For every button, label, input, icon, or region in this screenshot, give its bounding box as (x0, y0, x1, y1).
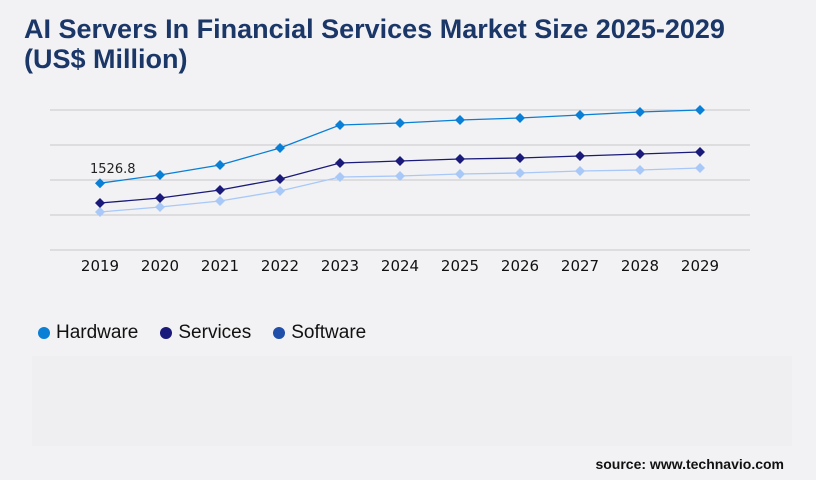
data-point-software (695, 163, 705, 174)
data-point-software (515, 168, 525, 178)
data-point-services (575, 150, 585, 161)
data-point-hardware (335, 120, 345, 131)
data-point-software (95, 206, 105, 217)
x-tick-label: 2028 (621, 257, 659, 275)
x-tick-label: 2024 (381, 257, 419, 275)
legend: Hardware Services Software (38, 322, 366, 344)
data-point-services (455, 154, 465, 164)
x-tick-label: 2029 (681, 257, 719, 275)
legend-item-services: Services (160, 322, 251, 344)
x-tick-label: 2022 (261, 257, 299, 275)
x-tick-label: 2026 (501, 257, 539, 275)
data-point-services (395, 156, 405, 167)
x-tick-label: 2020 (141, 257, 179, 275)
legend-marker-icon (38, 327, 50, 339)
data-point-services (635, 149, 645, 160)
data-point-hardware (515, 113, 525, 124)
data-point-hardware (395, 117, 405, 128)
data-point-hardware (455, 115, 465, 126)
x-tick-label: 2027 (561, 257, 599, 275)
x-tick-label: 2021 (201, 257, 239, 275)
data-point-hardware (155, 170, 165, 181)
data-point-services (275, 173, 285, 184)
data-point-hardware (215, 159, 225, 170)
data-point-software (215, 196, 225, 206)
data-point-software (455, 169, 465, 180)
data-point-hardware (575, 109, 585, 120)
data-point-hardware (695, 105, 705, 115)
legend-marker-icon (160, 327, 173, 339)
line-chart: 2019 2020 2021 2022 2023 2024 2025 2026 2027 2028… (50, 105, 750, 275)
data-point-services (335, 157, 345, 168)
source-text: source: www.technavio.com (595, 456, 784, 472)
data-point-services (95, 198, 105, 209)
data-point-software (335, 171, 345, 182)
legend-label: Services (178, 322, 252, 343)
data-point-services (215, 185, 225, 196)
data-point-software (395, 171, 405, 182)
data-point-software (275, 185, 285, 196)
x-tick-label: 2023 (321, 257, 359, 275)
data-point-hardware (275, 143, 285, 154)
legend-item-hardware: Hardware (38, 322, 138, 344)
data-point-services (515, 152, 525, 163)
data-point-hardware (635, 107, 645, 118)
data-point-hardware (95, 178, 105, 189)
data-point-software (635, 164, 645, 175)
legend-panel (32, 356, 792, 446)
x-tick-label: 2019 (81, 257, 119, 275)
data-point-services (155, 192, 165, 203)
legend-label: Software (291, 322, 367, 343)
chart-title: AI Servers In Financial Services Market … (24, 14, 725, 74)
data-point-software (155, 201, 165, 212)
data-point-software (575, 165, 585, 176)
legend-label: Hardware (56, 322, 139, 343)
data-label: 1526.8 (90, 162, 136, 177)
legend-marker-icon (273, 327, 286, 339)
legend-item-software: Software (273, 322, 366, 344)
x-tick-label: 2025 (441, 257, 479, 275)
data-point-services (695, 147, 705, 157)
